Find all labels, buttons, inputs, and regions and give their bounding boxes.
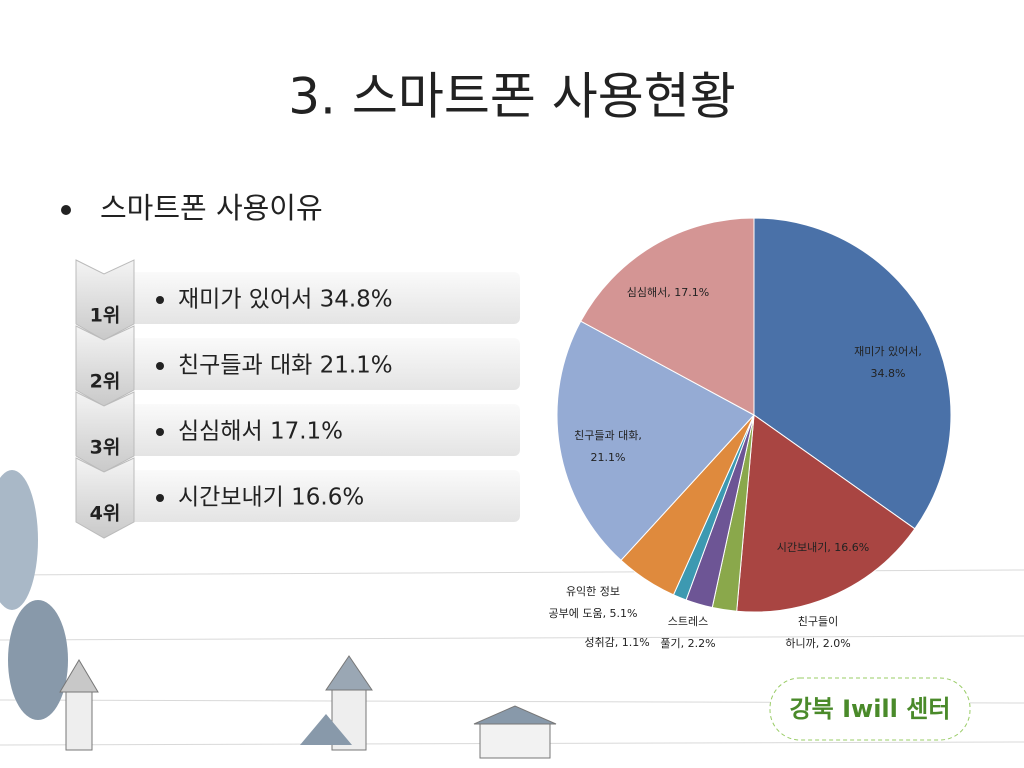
rank-bar (120, 272, 520, 324)
rank-badge (75, 457, 135, 539)
bullet (156, 428, 164, 436)
pie-slice (753, 217, 952, 530)
slide-title: 3. 스마트폰 사용현황 (288, 68, 736, 126)
rank-text: 재미가 있어서 34.8% (178, 287, 393, 313)
background-decoration (0, 470, 1024, 759)
logo: 강북 Iwill 센터 (790, 695, 951, 723)
data-label: 성취감, 1.1% (584, 636, 649, 649)
pie-slice (736, 414, 916, 613)
data-label: 유익한 정보 공부에 도움, 5.1% (548, 585, 637, 620)
rank-label: 3위 (90, 437, 121, 459)
rank-badge (75, 325, 135, 407)
pie-slice (556, 320, 755, 561)
rank-label: 4위 (90, 503, 121, 525)
data-label: 친구들이 하니까, 2.0% (785, 615, 850, 650)
rank-bar (120, 470, 520, 522)
data-label: 친구들과 대화, 21.1% (574, 429, 642, 464)
bullet (156, 362, 164, 370)
pie-chart: 재미가 있어서, 34.8% 시간보내기, 16.6% 친구들이 하니까, 2.0% 스트… (548, 217, 952, 650)
rank-bar (120, 404, 520, 456)
data-label: 심심해서, 17.1% (627, 285, 709, 299)
rank-badge (75, 391, 135, 473)
slide-subtitle: 스마트폰 사용이유 (100, 191, 323, 225)
rank-text: 심심해서 17.1% (178, 419, 343, 445)
rank-list: 1위 재미가 있어서 34.8% 2위 친구들과 대화 21.1% 3위 심심해서 17.… (75, 259, 520, 539)
rank-text: 친구들과 대화 21.1% (178, 353, 393, 379)
rank-bar (120, 338, 520, 390)
data-label: 스트레스 풀기, 2.2% (660, 615, 715, 650)
rank-text: 시간보내기 16.6% (178, 485, 364, 511)
rank-badge (75, 259, 135, 341)
pie-slice (580, 217, 755, 416)
bullet (156, 494, 164, 502)
bullet (156, 296, 164, 304)
data-label: 재미가 있어서, 34.8% (854, 345, 922, 380)
rank-label: 1위 (90, 305, 121, 327)
bullet (61, 205, 71, 215)
data-label: 시간보내기, 16.6% (777, 541, 870, 554)
rank-label: 2위 (90, 371, 121, 393)
